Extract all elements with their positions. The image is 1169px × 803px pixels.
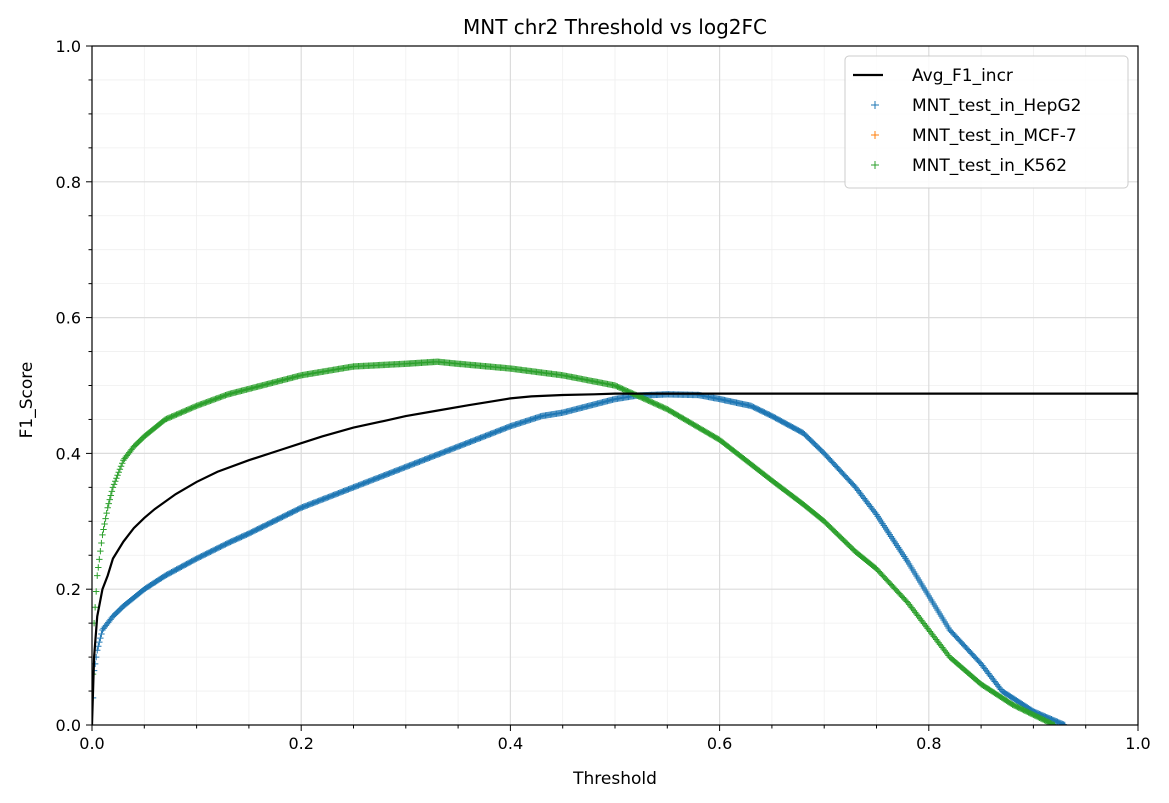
y-tick-label: 0.0 <box>56 716 81 735</box>
legend-item-mnt-test-in-hepg2: MNT_test_in_HepG2 <box>871 96 1081 116</box>
legend-box <box>844 55 1129 189</box>
series-markers-mnt-test-in-k562 <box>92 358 1058 725</box>
series-avg-f1-incr <box>92 392 1138 725</box>
legend-swatch <box>871 131 879 139</box>
y-tick-label: 0.2 <box>56 580 81 599</box>
x-tick-label: 0.0 <box>79 734 104 753</box>
x-tick-label: 0.6 <box>707 734 732 753</box>
legend-label: MNT_test_in_MCF-7 <box>912 126 1077 146</box>
legend-label: Avg_F1_incr <box>912 66 1013 86</box>
legend-swatch <box>871 161 879 169</box>
legend-item-avg-f1-incr: Avg_F1_incr <box>853 66 1013 86</box>
legend: Avg_F1_incr MNT_test_in_HepG2 MNT_test_in_… <box>844 55 1129 189</box>
minor-gridlines <box>92 46 1138 725</box>
series-mnt-test-in-k562 <box>92 358 1058 725</box>
legend-label: MNT_test_in_HepG2 <box>912 96 1081 116</box>
legend-item-mnt-test-in-k562: MNT_test_in_K562 <box>871 156 1067 176</box>
ticks: 0.0 0.2 0.4 0.6 0.8 1.0 0.0 0.2 0.4 0.6 0.8 1.0 <box>56 37 1151 753</box>
chart-title: MNT chr2 Threshold vs log2FC <box>463 15 767 39</box>
legend-label: MNT_test_in_K562 <box>912 156 1067 176</box>
y-axis-label: F1_Score <box>17 362 37 439</box>
x-axis-label: Threshold <box>572 769 657 789</box>
y-tick-label: 1.0 <box>56 37 81 56</box>
legend-item-mnt-test-in-mcf-7: MNT_test_in_MCF-7 <box>871 126 1077 146</box>
x-tick-label: 0.2 <box>288 734 313 753</box>
series-line-avg-f1-incr <box>92 392 1138 725</box>
x-tick-label: 1.0 <box>1125 734 1150 753</box>
x-tick-label: 0.4 <box>498 734 523 753</box>
series-layer <box>92 358 1138 725</box>
y-tick-label: 0.4 <box>56 444 81 463</box>
y-tick-label: 0.6 <box>56 309 81 328</box>
legend-swatch <box>871 101 879 109</box>
x-tick-label: 0.8 <box>916 734 941 753</box>
y-tick-label: 0.8 <box>56 173 81 192</box>
